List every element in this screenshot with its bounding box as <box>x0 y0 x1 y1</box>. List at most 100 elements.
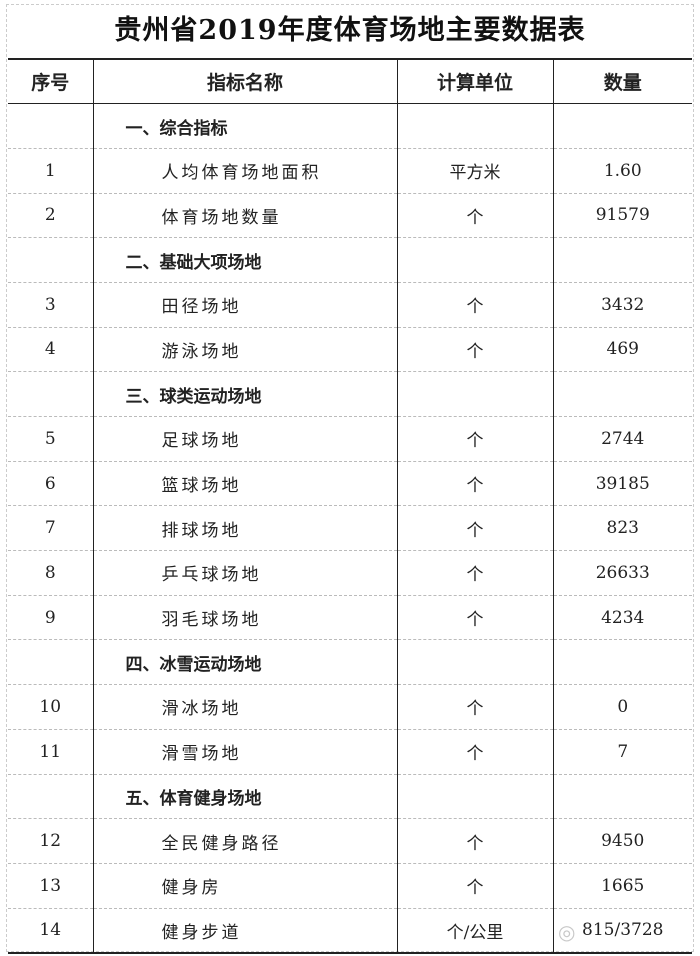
header-indicator: 指标名称 <box>92 58 397 105</box>
section-row: 四、冰雪运动场地 <box>8 639 692 686</box>
row-index: 5 <box>8 416 93 462</box>
table-row: 4 游泳场地个 469 <box>8 327 692 373</box>
row-unit <box>396 237 553 283</box>
row-quantity: 2744 <box>552 416 692 462</box>
table-row: 14 健身步道 个/公里 815/3728 <box>8 908 692 954</box>
row-quantity: 469 <box>552 327 692 373</box>
data-table: 序号 指标名称 计算单位 数量 一、综合指标 1 人均体育场地面积 平方米 1.60 2 体… <box>8 58 692 954</box>
table-row: 6 篮球场地个 39185 <box>8 461 692 507</box>
row-indicator-name: 排球场地 <box>92 505 397 552</box>
row-quantity: 26633 <box>552 550 692 596</box>
row-indicator-name: 一、综合指标 <box>92 103 397 149</box>
row-unit: 个 <box>396 327 553 373</box>
row-indicator-name: 四、冰雪运动场地 <box>92 639 397 686</box>
table-row: 5 足球场地个 2744 <box>8 416 692 462</box>
row-indicator-name: 体育场地数量 <box>92 193 397 239</box>
row-index <box>8 371 93 417</box>
row-quantity: 39185 <box>552 461 692 507</box>
row-unit <box>396 371 553 417</box>
row-quantity: 815/3728 <box>552 908 692 954</box>
row-index: 4 <box>8 327 93 373</box>
table-row: 1 人均体育场地面积 平方米 1.60 <box>8 148 692 194</box>
row-index: 10 <box>8 684 93 730</box>
row-unit: 个 <box>396 818 553 864</box>
row-quantity <box>552 774 692 820</box>
weibo-watermark: ◎ <box>558 920 575 944</box>
table-row: 12 全民健身路径个 9450 <box>8 818 692 864</box>
row-index: 1 <box>8 148 93 194</box>
row-indicator-name: 滑冰场地 <box>92 684 397 730</box>
row-indicator-name: 乒乓球场地 <box>92 550 397 596</box>
row-index: 12 <box>8 818 93 864</box>
weibo-icon: ◎ <box>558 920 576 944</box>
row-unit: 个 <box>396 505 553 552</box>
row-index: 11 <box>8 729 93 775</box>
header-quantity: 数量 <box>552 58 692 105</box>
row-quantity: 1.60 <box>552 148 692 194</box>
row-quantity <box>552 103 692 149</box>
row-indicator-name: 五、体育健身场地 <box>92 774 397 820</box>
row-unit <box>396 774 553 820</box>
row-indicator-name: 人均体育场地面积 <box>92 148 397 194</box>
row-quantity <box>552 371 692 417</box>
row-index: 6 <box>8 461 93 507</box>
row-unit: 个 <box>396 416 553 462</box>
table-row: 13 健身房个 1665 <box>8 863 692 909</box>
row-index: 14 <box>8 908 93 954</box>
row-quantity <box>552 237 692 283</box>
row-quantity: 3432 <box>552 282 692 328</box>
row-indicator-name: 游泳场地 <box>92 327 397 373</box>
table-row: 11 滑雪场地个 7 <box>8 729 692 775</box>
table-header-row: 序号 指标名称 计算单位 数量 <box>8 58 692 105</box>
row-unit: 平方米 <box>396 148 553 194</box>
table-row: 3 田径场地个 3432 <box>8 282 692 328</box>
row-index <box>8 237 93 283</box>
table-row: 7 排球场地个 823 <box>8 505 692 552</box>
section-row: 三、球类运动场地 <box>8 371 692 417</box>
row-indicator-name: 三、球类运动场地 <box>92 371 397 417</box>
row-quantity: 1665 <box>552 863 692 909</box>
row-indicator-name: 田径场地 <box>92 282 397 328</box>
row-indicator-name: 羽毛球场地 <box>92 595 397 641</box>
row-index: 7 <box>8 505 93 552</box>
row-unit: 个 <box>396 461 553 507</box>
row-unit: 个 <box>396 193 553 239</box>
row-quantity: 91579 <box>552 193 692 239</box>
table-row: 8 乒乓球场地个 26633 <box>8 550 692 596</box>
row-quantity: 9450 <box>552 818 692 864</box>
row-indicator-name: 篮球场地 <box>92 461 397 507</box>
row-index: 3 <box>8 282 93 328</box>
header-unit: 计算单位 <box>396 58 553 105</box>
header-index: 序号 <box>8 58 93 105</box>
page-title: 贵州省2019年度体育场地主要数据表 <box>114 15 586 46</box>
row-index: 9 <box>8 595 93 641</box>
row-indicator-name: 全民健身路径 <box>92 818 397 864</box>
table-row: 9 羽毛球场地个 4234 <box>8 595 692 641</box>
table-row: 10 滑冰场地个 0 <box>8 684 692 730</box>
row-unit: 个 <box>396 729 553 775</box>
row-indicator-name: 二、基础大项场地 <box>92 237 397 283</box>
row-index: 2 <box>8 193 93 239</box>
row-quantity <box>552 639 692 686</box>
row-index: 8 <box>8 550 93 596</box>
row-unit <box>396 103 553 149</box>
row-unit: 个 <box>396 684 553 730</box>
row-unit: 个 <box>396 595 553 641</box>
row-unit: 个 <box>396 550 553 596</box>
row-unit <box>396 639 553 686</box>
row-index <box>8 774 93 820</box>
row-indicator-name: 滑雪场地 <box>92 729 397 775</box>
row-indicator-name: 足球场地 <box>92 416 397 462</box>
section-row: 五、体育健身场地 <box>8 774 692 820</box>
row-index <box>8 103 93 149</box>
row-index <box>8 639 93 686</box>
row-unit: 个 <box>396 282 553 328</box>
row-quantity: 823 <box>552 505 692 552</box>
row-index: 13 <box>8 863 93 909</box>
table-row: 2 体育场地数量个 91579 <box>8 193 692 239</box>
row-unit: 个/公里 <box>396 908 553 954</box>
row-unit: 个 <box>396 863 553 909</box>
row-quantity: 0 <box>552 684 692 730</box>
row-indicator-name: 健身房 <box>92 863 397 909</box>
section-row: 一、综合指标 <box>8 103 692 149</box>
